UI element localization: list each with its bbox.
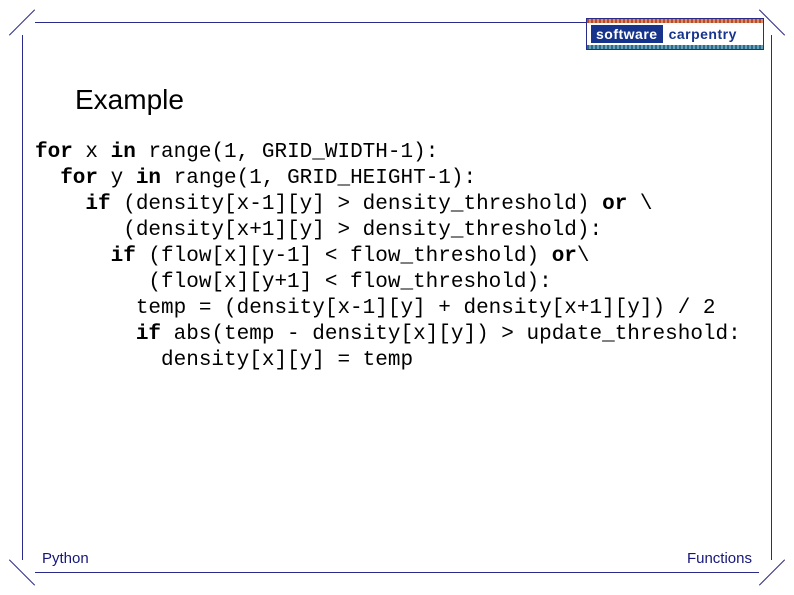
kw-if: if [35,245,136,268]
code-text: (flow[x][y+1] < flow_threshold): [35,271,552,294]
footer-left: Python [42,550,89,567]
logo-stripe-bottom [587,45,763,49]
kw-if: if [35,193,111,216]
kw-for: for [35,141,73,164]
code-text: (density[x-1][y] > density_threshold) [111,193,602,216]
software-carpentry-logo: software carpentry [586,18,764,50]
frame-corner-br [759,560,785,586]
footer-right: Functions [687,550,752,567]
logo-word-software: software [591,25,663,43]
code-text: density[x][y] = temp [35,349,413,372]
code-text: temp = (density[x-1][y] + density[x+1][y… [35,297,716,320]
kw-or: or [552,245,577,268]
frame-corner-bl [9,560,35,586]
code-text: \ [627,193,652,216]
code-text: y [98,167,136,190]
kw-in: in [136,167,161,190]
frame-corner-tl [9,9,35,35]
code-text: range(1, GRID_WIDTH-1): [136,141,438,164]
kw-if: if [35,323,161,346]
kw-in: in [111,141,136,164]
logo-text-row: software carpentry [587,23,763,45]
code-text: \ [577,245,590,268]
kw-or: or [602,193,627,216]
code-text: x [73,141,111,164]
code-text: abs(temp - density[x][y]) > update_thres… [161,323,741,346]
code-example: for x in range(1, GRID_WIDTH-1): for y i… [35,140,741,374]
slide-title: Example [75,84,184,116]
kw-for: for [35,167,98,190]
logo-word-carpentry: carpentry [669,26,737,42]
code-text: (density[x+1][y] > density_threshold): [35,219,602,242]
code-text: (flow[x][y-1] < flow_threshold) [136,245,552,268]
code-text: range(1, GRID_HEIGHT-1): [161,167,476,190]
